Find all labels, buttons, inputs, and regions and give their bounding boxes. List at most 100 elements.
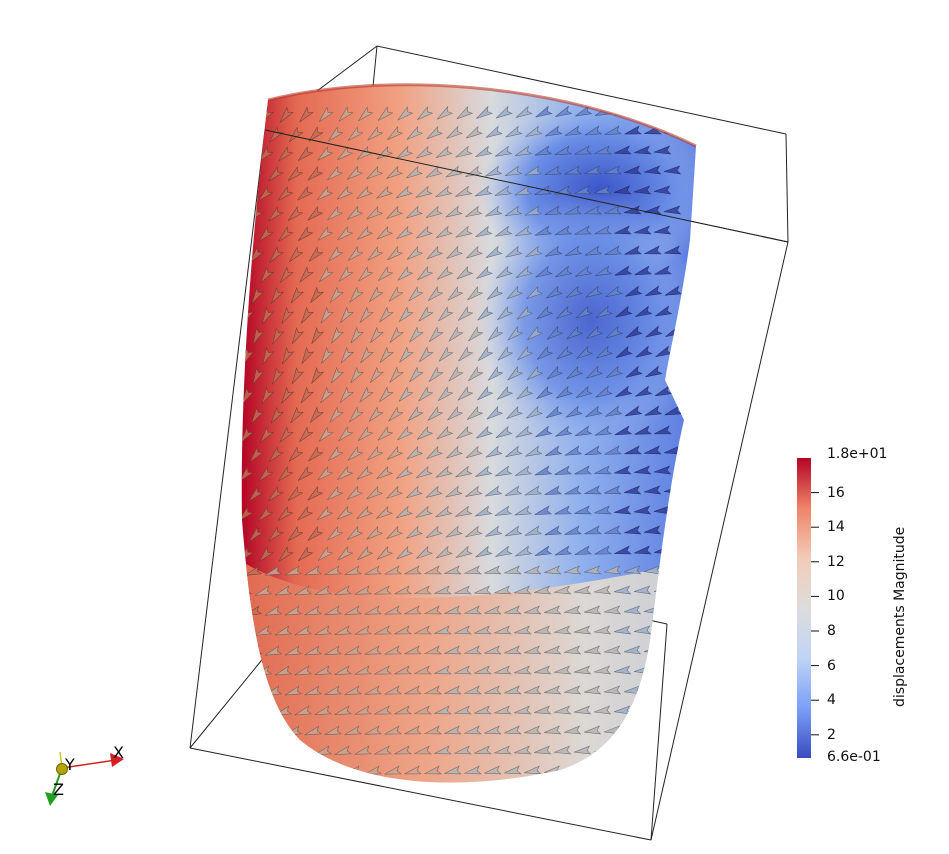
arrow-glyph — [584, 445, 603, 456]
arrow-glyph — [354, 625, 372, 635]
arrow-glyph — [454, 665, 472, 675]
arrow-glyph — [242, 387, 255, 405]
arrow-glyph — [594, 185, 612, 195]
arrow-glyph — [308, 446, 324, 462]
arrow-glyph — [455, 145, 473, 158]
arrow-glyph — [534, 225, 553, 236]
arrow-glyph — [288, 446, 304, 462]
arrow-glyph — [514, 745, 532, 755]
arrow-glyph — [654, 145, 672, 155]
arrow-glyph — [346, 165, 364, 180]
arrow-glyph — [404, 685, 422, 695]
arrow-glyph — [455, 225, 473, 238]
arrow-glyph — [476, 105, 494, 119]
arrow-glyph — [566, 325, 584, 340]
arrow-glyph — [514, 505, 533, 516]
arrow-glyph — [435, 465, 453, 478]
arrow-glyph — [349, 406, 364, 423]
arrow-glyph — [516, 385, 534, 400]
arrow-glyph — [554, 185, 572, 195]
arrow-glyph — [497, 305, 514, 321]
arrow-glyph — [564, 245, 583, 257]
arrow-glyph — [554, 625, 572, 635]
arrow-glyph — [536, 345, 554, 360]
arrow-glyph — [505, 125, 523, 138]
arrow-glyph — [475, 465, 493, 477]
arrow-glyph — [465, 125, 483, 139]
arrow-glyph — [297, 466, 314, 481]
arrow-glyph — [252, 367, 265, 385]
arrow-glyph — [456, 105, 474, 120]
arrow-glyph — [338, 426, 354, 442]
arrow-glyph — [344, 605, 362, 615]
arrow-glyph — [474, 705, 492, 715]
arrow-glyph — [340, 346, 355, 364]
arrow-glyph — [269, 446, 284, 463]
arrow-glyph — [634, 545, 652, 555]
colorbar-tick-label: 10 — [827, 588, 845, 605]
arrow-glyph — [397, 106, 414, 121]
arrow-glyph — [264, 645, 283, 656]
arrow-glyph — [324, 685, 343, 696]
arrow-glyph — [634, 505, 652, 515]
arrow-glyph — [615, 345, 633, 358]
arrow-glyph — [494, 625, 512, 635]
arrow-glyph — [624, 125, 642, 135]
arrow-glyph — [241, 665, 253, 676]
arrow-glyph — [504, 565, 522, 575]
arrow-glyph — [438, 306, 454, 322]
arrow-glyph — [437, 386, 454, 402]
arrow-glyph — [524, 605, 542, 615]
arrow-glyph — [334, 705, 352, 715]
arrow-glyph — [464, 605, 482, 615]
arrow-glyph — [564, 165, 582, 175]
arrow-glyph — [505, 445, 523, 458]
arrow-glyph — [444, 765, 462, 775]
arrow-glyph — [554, 225, 573, 236]
arrow-glyph — [244, 565, 263, 576]
arrow-glyph — [404, 565, 422, 575]
arrow-glyph — [524, 205, 543, 216]
arrow-glyph — [307, 166, 324, 181]
arrow-glyph — [424, 725, 442, 735]
arrow-glyph — [241, 426, 255, 444]
arrow-glyph — [394, 585, 412, 595]
arrow-glyph — [495, 225, 513, 237]
arrow-glyph — [634, 425, 652, 435]
arrow-glyph — [435, 185, 453, 198]
arrow-glyph — [633, 745, 652, 755]
arrow-glyph — [663, 165, 682, 175]
arrow-glyph — [384, 565, 402, 575]
arrow-glyph — [297, 226, 314, 242]
arrow-glyph — [288, 126, 304, 143]
arrow-glyph — [406, 205, 423, 219]
arrow-glyph — [485, 485, 503, 497]
arrow-glyph — [262, 347, 275, 365]
arrow-glyph — [297, 506, 314, 521]
arrow-glyph — [425, 165, 443, 178]
arrow-glyph — [344, 565, 362, 575]
arrow-glyph — [644, 445, 662, 455]
arrow-glyph — [434, 585, 452, 595]
arrow-glyph — [534, 585, 552, 595]
arrow-glyph — [415, 185, 433, 198]
arrow-glyph — [485, 525, 503, 537]
arrow-glyph — [395, 505, 413, 519]
arrow-glyph — [298, 546, 314, 562]
arrow-glyph — [515, 105, 533, 118]
arrow-glyph — [584, 525, 602, 535]
arrow-glyph — [477, 346, 494, 361]
arrow-glyph — [524, 765, 542, 775]
arrow-glyph — [614, 265, 633, 276]
arrow-glyph — [414, 625, 432, 635]
arrow-glyph — [476, 265, 494, 279]
arrow-glyph — [477, 386, 494, 401]
arrow-glyph — [633, 705, 652, 715]
arrow-glyph — [484, 765, 502, 775]
arrow-glyph — [525, 445, 543, 457]
arrow-glyph — [319, 266, 334, 283]
arrow-glyph — [546, 325, 564, 340]
arrow-glyph — [644, 285, 663, 297]
